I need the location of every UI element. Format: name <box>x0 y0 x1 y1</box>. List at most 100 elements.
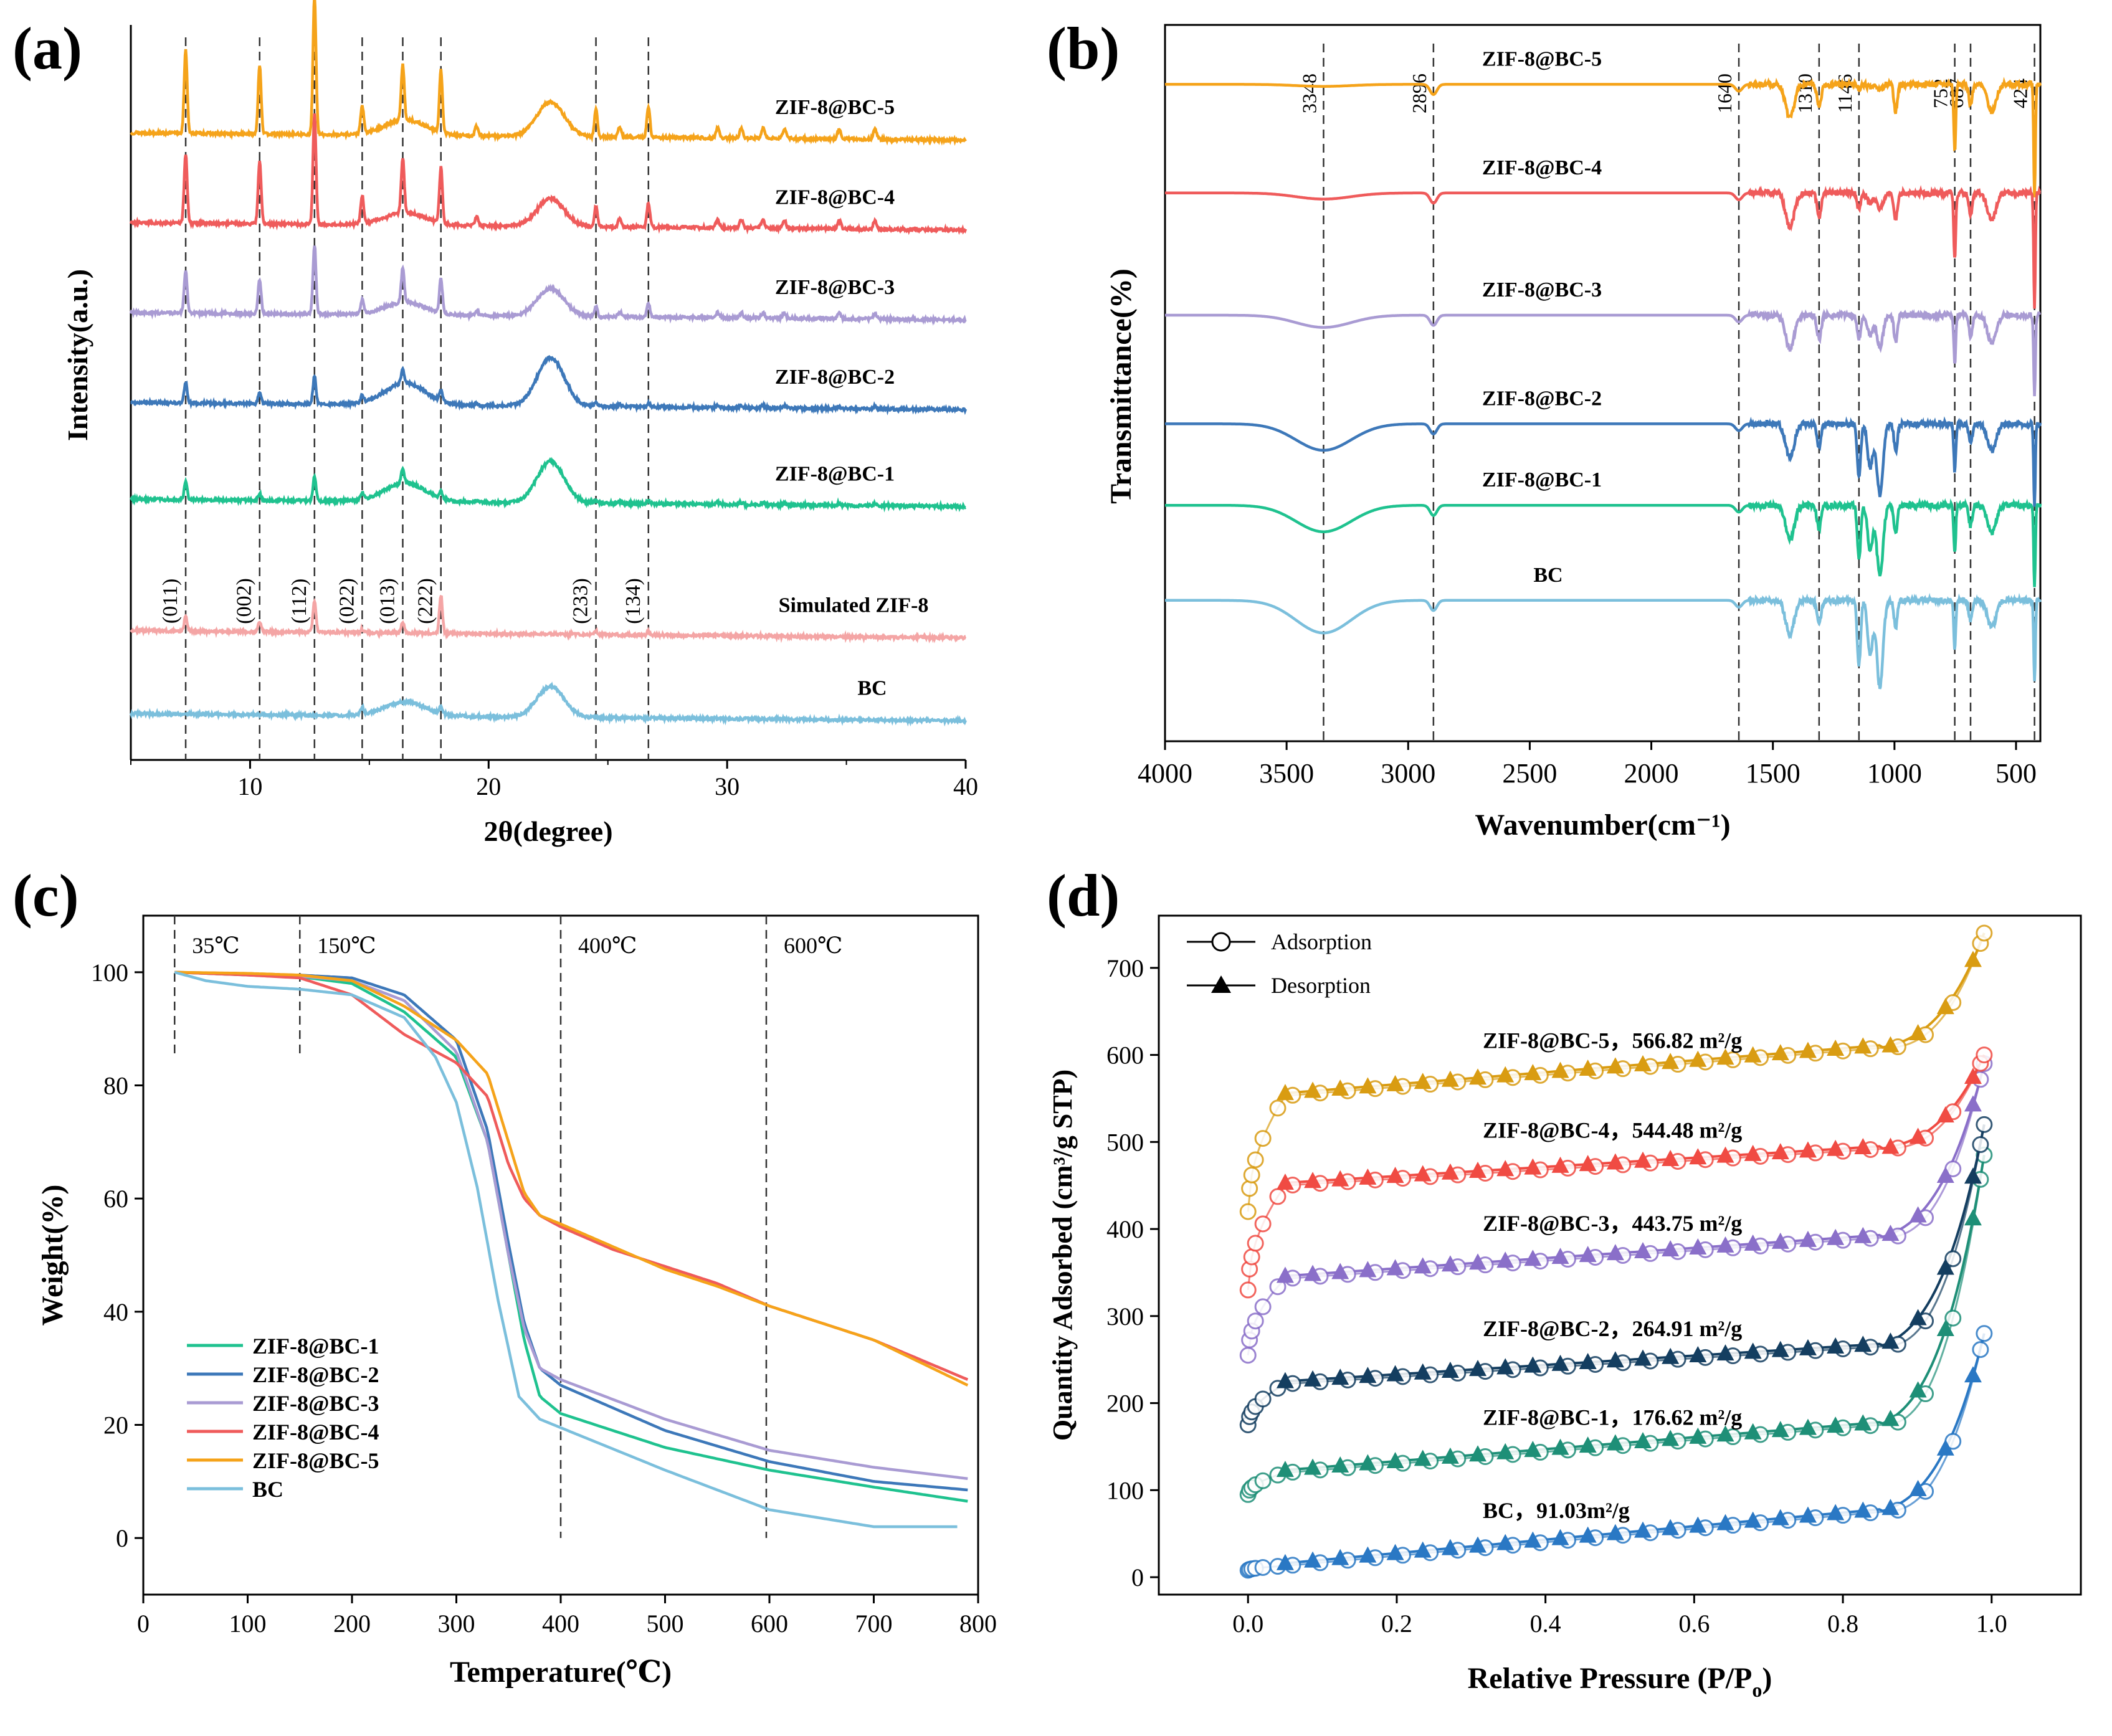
x-tick-label: 40 <box>953 772 978 800</box>
desorption-point-zif-8-bc-5 <box>1331 1079 1349 1096</box>
desorption-point-zif-8-bc-4 <box>1909 1127 1927 1144</box>
xrd-series-zif-8-bc-2 <box>130 354 968 415</box>
series-label-zif-8-bc-1: ZIF-8@BC-1 <box>1482 468 1602 491</box>
desorption-point-bc <box>1936 1439 1954 1456</box>
desorption-point-bc <box>1964 1366 1982 1383</box>
desorption-point-zif-8-bc-5 <box>1716 1048 1734 1065</box>
xrd-series-zif-8-bc-4 <box>129 113 968 235</box>
series-label-zif-8-bc-2: ZIF-8@BC-2 <box>775 366 895 389</box>
y-tick-label: 0 <box>1131 1563 1144 1591</box>
xrd-series-zif-8-bc-1 <box>130 457 967 513</box>
legend-marker-adsorption <box>1211 932 1231 952</box>
desorption-point-zif-8-bc-1 <box>1662 1430 1680 1446</box>
x-tick-label: 10 <box>237 772 262 800</box>
desorption-point-zif-8-bc-2 <box>1606 1351 1624 1368</box>
desorption-point-zif-8-bc-2 <box>1441 1361 1459 1378</box>
y-tick-label: 200 <box>1106 1390 1144 1418</box>
bet-surface-label-zif-8-bc-1: ZIF-8@BC-1，176.62 m²/g <box>1483 1405 1742 1430</box>
desorption-point-zif-8-bc-3 <box>1689 1238 1707 1255</box>
adsorption-point-zif-8-bc-5 <box>1247 1151 1264 1169</box>
x-tick-label: 20 <box>476 772 501 800</box>
x-axis-title: Relative Pressure (P/Po) <box>1468 1662 1772 1701</box>
desorption-point-zif-8-bc-4 <box>1469 1162 1487 1179</box>
desorption-point-bc <box>1854 1501 1872 1518</box>
desorption-point-bc <box>1881 1499 1900 1515</box>
x-tick-label: 3500 <box>1259 758 1314 789</box>
desorption-point-zif-8-bc-5 <box>1881 1036 1900 1053</box>
desorption-point-zif-8-bc-3 <box>1744 1234 1762 1251</box>
desorption-point-zif-8-bc-3 <box>1799 1230 1817 1247</box>
desorption-point-zif-8-bc-4 <box>1662 1150 1680 1167</box>
desorption-point-zif-8-bc-5 <box>1386 1074 1404 1091</box>
desorption-point-zif-8-bc-4 <box>1331 1170 1349 1187</box>
desorption-point-zif-8-bc-4 <box>1441 1163 1459 1180</box>
adsorption-point-bc <box>1972 1341 1989 1359</box>
x-tick-label: 2500 <box>1502 758 1557 789</box>
desorption-point-bc <box>1827 1504 1845 1520</box>
panel-b-ftir: (b) 4000 3500 3000 2500 2000 1500 1000 500 Wavenu… <box>1047 15 2042 842</box>
legend-label-zif-8-bc-3: ZIF-8@BC-3 <box>252 1391 379 1416</box>
panel-label: (b) <box>1047 15 1120 82</box>
temperature-label: 35℃ <box>192 933 239 958</box>
desorption-point-zif-8-bc-3 <box>1716 1236 1734 1253</box>
temperature-label: 150℃ <box>317 933 376 958</box>
y-tick-label: 300 <box>1106 1302 1144 1330</box>
desorption-point-zif-8-bc-5 <box>1854 1037 1872 1054</box>
desorption-point-zif-8-bc-4 <box>1771 1143 1789 1160</box>
desorption-point-zif-8-bc-1 <box>1441 1447 1459 1464</box>
desorption-point-zif-8-bc-3 <box>1909 1206 1927 1223</box>
desorption-point-zif-8-bc-4 <box>1496 1160 1515 1177</box>
desorption-point-zif-8-bc-2 <box>1771 1340 1789 1357</box>
y-axis-title: Weight(%) <box>36 1185 69 1326</box>
desorption-point-zif-8-bc-1 <box>1551 1438 1569 1455</box>
bet-surface-label-bc: BC，91.03m²/g <box>1483 1498 1630 1523</box>
desorption-point-zif-8-bc-4 <box>1716 1146 1734 1163</box>
y-axis-title: Quantity Adsorbed (cm³/g STP) <box>1047 1070 1078 1441</box>
adsorption-point-zif-8-bc-5 <box>1243 1166 1260 1183</box>
desorption-point-zif-8-bc-4 <box>1551 1156 1569 1173</box>
desorption-point-zif-8-bc-2 <box>1359 1367 1377 1383</box>
desorption-point-zif-8-bc-1 <box>1606 1434 1624 1451</box>
desorption-point-zif-8-bc-1 <box>1964 1209 1982 1226</box>
hkl-label: (233) <box>569 578 592 624</box>
desorption-point-bc <box>1386 1544 1404 1560</box>
x-tick-label: 100 <box>229 1610 267 1638</box>
x-tick-label: 0.2 <box>1381 1610 1412 1638</box>
series-label-bc: BC <box>1533 564 1563 587</box>
desorption-point-zif-8-bc-5 <box>1551 1061 1569 1078</box>
adsorption-point-zif-8-bc-5 <box>1241 1180 1258 1197</box>
desorption-point-zif-8-bc-2 <box>1936 1258 1954 1275</box>
desorption-point-zif-8-bc-5 <box>1304 1081 1322 1098</box>
y-axis-title: Transmittance(%) <box>1105 268 1138 504</box>
desorption-point-zif-8-bc-3 <box>1854 1226 1872 1243</box>
ftir-series-zif-8-bc-1 <box>1165 497 2042 587</box>
ftir-series-zif-8-bc-2 <box>1165 416 2042 507</box>
desorption-point-zif-8-bc-3 <box>1579 1246 1597 1263</box>
desorption-point-zif-8-bc-1 <box>1909 1381 1927 1398</box>
desorption-point-zif-8-bc-1 <box>1881 1410 1900 1426</box>
x-tick-label: 0.0 <box>1232 1610 1263 1638</box>
panel-c-tga: (c) 0 100 200 300 400 500 600 700 800 0 20 40 60 80 100… <box>12 862 997 1689</box>
desorption-point-zif-8-bc-1 <box>1359 1454 1377 1471</box>
desorption-point-zif-8-bc-5 <box>1634 1055 1652 1071</box>
desorption-point-zif-8-bc-3 <box>1827 1228 1845 1245</box>
desorption-point-bc <box>1524 1531 1542 1548</box>
desorption-point-zif-8-bc-3 <box>1276 1266 1294 1283</box>
x-tick-label: 2000 <box>1624 758 1679 789</box>
desorption-point-zif-8-bc-4 <box>1854 1138 1872 1155</box>
desorption-point-zif-8-bc-3 <box>1331 1263 1349 1279</box>
desorption-point-bc <box>1744 1511 1762 1528</box>
x-tick-label: 0.4 <box>1530 1610 1561 1638</box>
desorption-point-zif-8-bc-5 <box>1441 1070 1459 1087</box>
xrd-series-bc <box>129 681 968 727</box>
desorption-point-bc <box>1716 1514 1734 1530</box>
desorption-point-zif-8-bc-1 <box>1331 1456 1349 1473</box>
desorption-point-bc <box>1441 1539 1459 1555</box>
desorption-point-zif-8-bc-1 <box>1827 1416 1845 1433</box>
desorption-point-zif-8-bc-4 <box>1524 1158 1542 1175</box>
series-label-zif-8-bc-2: ZIF-8@BC-2 <box>1482 387 1602 410</box>
desorption-point-bc <box>1689 1516 1707 1533</box>
desorption-point-zif-8-bc-2 <box>1799 1339 1817 1355</box>
adsorption-point-zif-8-bc-3 <box>1269 1278 1287 1296</box>
